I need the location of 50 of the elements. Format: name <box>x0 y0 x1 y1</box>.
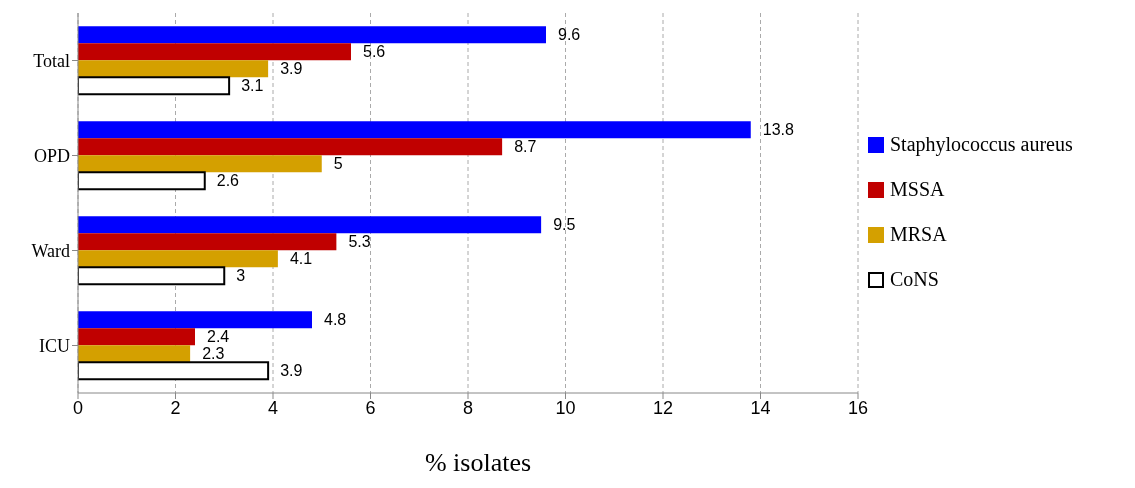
data-label: 5.6 <box>363 43 386 61</box>
data-label: 3 <box>236 267 246 285</box>
legend-label: CoNS <box>890 268 939 291</box>
bar <box>78 26 546 44</box>
data-label: 3.1 <box>241 77 264 95</box>
y-tick-label: Ward <box>31 240 70 261</box>
bar <box>78 121 751 139</box>
bar <box>78 266 226 286</box>
data-label: 8.7 <box>514 138 537 156</box>
bar <box>78 250 278 268</box>
data-label: 2.6 <box>216 172 240 190</box>
bar <box>78 328 195 346</box>
bar <box>78 76 231 96</box>
bar <box>78 361 270 381</box>
data-label: 4.8 <box>324 311 347 329</box>
data-label: 5.3 <box>348 233 371 251</box>
x-tick-label: 4 <box>267 397 279 418</box>
data-label: 3.9 <box>280 362 303 380</box>
x-tick-label: 0 <box>72 397 84 418</box>
x-tick-label: 8 <box>462 397 474 418</box>
bar <box>78 43 351 61</box>
data-label: 9.6 <box>558 26 581 44</box>
data-label: 13.8 <box>762 121 794 139</box>
x-axis-title: % isolates <box>423 448 533 478</box>
data-label: 2.3 <box>202 345 225 363</box>
bar <box>78 60 269 78</box>
x-tick-label: 12 <box>652 397 674 418</box>
x-tick-label: 14 <box>750 397 771 418</box>
bar <box>78 311 312 329</box>
y-tick-label: ICU <box>39 335 70 356</box>
x-tick-label: 2 <box>170 397 181 418</box>
y-tick-label: OPD <box>33 145 70 166</box>
bar <box>78 233 337 251</box>
data-label: 3.9 <box>280 60 303 78</box>
data-label: 9.5 <box>553 216 576 234</box>
data-label: 4.1 <box>289 250 313 268</box>
legend-label: MRSA <box>890 223 947 246</box>
bar <box>78 345 191 363</box>
bar <box>78 155 322 173</box>
x-tick-label: 10 <box>555 397 576 418</box>
x-tick-label: 6 <box>365 397 376 418</box>
bar <box>78 171 206 191</box>
data-label: 2.4 <box>207 328 230 346</box>
x-tick-label: 16 <box>847 397 869 418</box>
legend-label: MSSA <box>890 178 945 201</box>
y-tick-label: Total <box>33 50 70 71</box>
data-label: 5 <box>333 155 343 173</box>
bar <box>78 138 503 156</box>
bar <box>78 216 542 234</box>
legend-label: Staphylococcus aureus <box>890 133 1073 156</box>
